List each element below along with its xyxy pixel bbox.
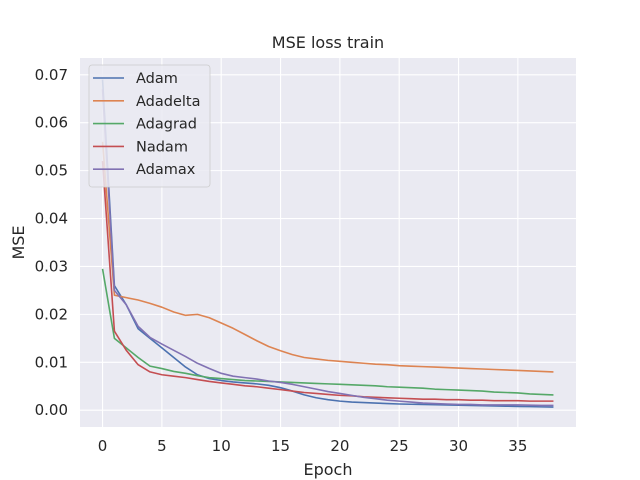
x-tick-label: 0 bbox=[98, 437, 108, 455]
y-tick-label: 0.04 bbox=[35, 210, 68, 228]
y-tick-label: 0.02 bbox=[35, 305, 68, 323]
x-tick-label: 30 bbox=[449, 437, 468, 455]
series-layer bbox=[101, 79, 554, 408]
grid bbox=[80, 58, 576, 427]
series-line-nadam bbox=[101, 160, 554, 402]
x-axis-label: Epoch bbox=[304, 460, 353, 479]
y-tick-label: 0.03 bbox=[35, 257, 68, 275]
legend-label: Adamax bbox=[136, 162, 196, 178]
y-tick-label: 0.00 bbox=[35, 401, 68, 419]
legend-label: Adadelta bbox=[136, 94, 200, 110]
y-axis-label: MSE bbox=[9, 225, 28, 259]
legend-label: Adagrad bbox=[136, 117, 197, 133]
series-line-adamax bbox=[101, 89, 554, 407]
y-tick-label: 0.07 bbox=[35, 66, 68, 84]
x-tick-label: 15 bbox=[271, 437, 290, 455]
y-tick-label: 0.05 bbox=[35, 162, 68, 180]
y-tick-label: 0.06 bbox=[35, 114, 68, 132]
x-tick-label: 20 bbox=[330, 437, 349, 455]
y-axis-ticks: 0.00 0.01 0.02 0.03 0.04 0.05 0.06 0.07 bbox=[35, 66, 68, 419]
x-tick-label: 25 bbox=[390, 437, 409, 455]
chart-title: MSE loss train bbox=[272, 33, 384, 52]
series-line-adagrad bbox=[101, 268, 554, 396]
legend-label: Nadam bbox=[136, 139, 188, 155]
x-tick-label: 35 bbox=[508, 437, 527, 455]
x-axis-ticks: 0 5 10 15 20 25 30 35 bbox=[98, 437, 528, 455]
x-tick-label: 5 bbox=[157, 437, 167, 455]
y-tick-label: 0.01 bbox=[35, 353, 68, 371]
legend-label: Adam bbox=[136, 71, 178, 87]
legend: Adam Adadelta Adagrad Nadam Adamax bbox=[88, 64, 211, 188]
legend-frame bbox=[88, 64, 211, 188]
series-line-adadelta bbox=[101, 141, 554, 373]
x-tick-label: 10 bbox=[212, 437, 231, 455]
